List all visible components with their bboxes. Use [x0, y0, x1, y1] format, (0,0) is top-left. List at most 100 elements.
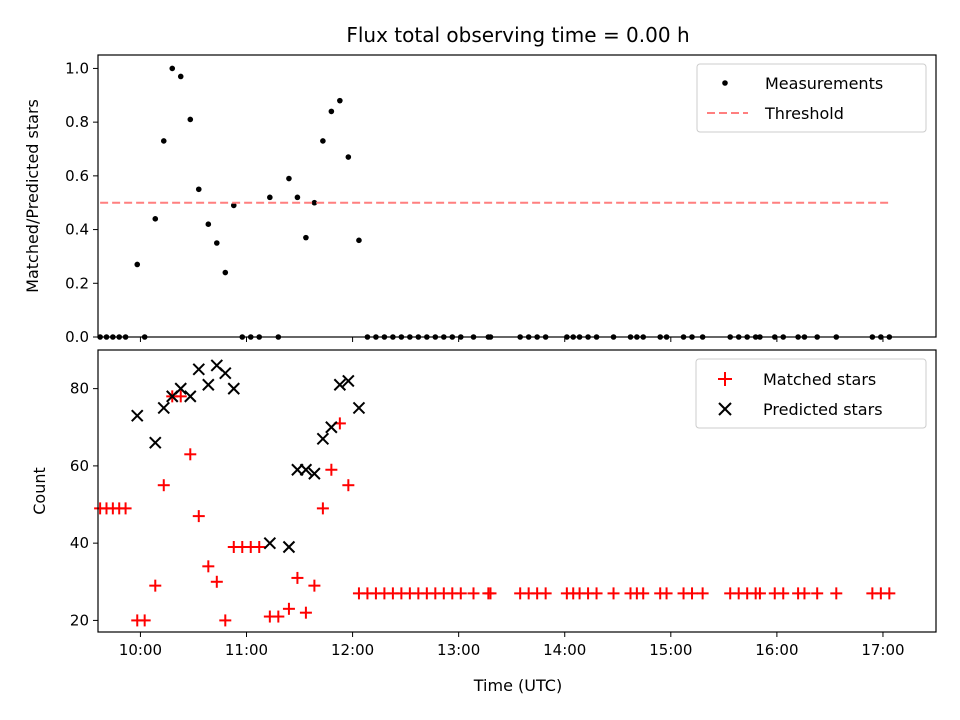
- predicted-star-point: [333, 378, 347, 391]
- measurement-point: [337, 97, 343, 104]
- x-axis-label: Time (UTC): [473, 676, 562, 695]
- legend-matched-label: Matched stars: [763, 370, 876, 389]
- matched-star-point: [138, 614, 151, 627]
- y-tick-label: 0.0: [65, 328, 89, 346]
- measurement-point: [160, 138, 167, 144]
- y-tick-label: 40: [70, 534, 89, 552]
- measurement-point: [177, 73, 184, 80]
- measurement-point: [195, 186, 202, 193]
- y-tick-label: 0.6: [65, 167, 89, 185]
- y-tick-label: 0.8: [65, 113, 89, 131]
- measurement-point: [286, 175, 292, 182]
- top-chart-title: Flux total observing time = 0.00 h: [346, 23, 689, 47]
- matched-star-point: [342, 479, 355, 492]
- matched-star-point: [325, 463, 338, 476]
- matched-star-point: [184, 448, 197, 461]
- matched-star-point: [299, 606, 312, 619]
- matched-star-point: [883, 587, 896, 600]
- x-tick-label: 11:00: [225, 641, 268, 659]
- predicted-star-point: [157, 401, 170, 415]
- predicted-star-point: [342, 374, 355, 388]
- predicted-star-point: [352, 401, 366, 415]
- matched-star-point: [202, 560, 215, 573]
- matched-star-point: [467, 587, 480, 600]
- matched-star-point: [149, 579, 162, 592]
- measurement-point: [205, 221, 212, 227]
- bottom-panel-marks: [94, 359, 896, 627]
- bottom-legend-box: [695, 358, 927, 429]
- matched-star-point: [282, 602, 295, 615]
- matched-star-point: [590, 587, 603, 600]
- x-tick-label: 10:00: [119, 641, 162, 659]
- matched-star-point: [607, 587, 620, 600]
- matched-star-point: [192, 510, 205, 523]
- x-tick-label: 16:00: [755, 641, 798, 659]
- matched-star-point: [291, 571, 304, 584]
- top-legend-box: [696, 63, 927, 133]
- y-tick-label: 1.0: [65, 59, 89, 77]
- matched-star-point: [539, 587, 552, 600]
- measurement-point: [214, 240, 220, 246]
- measurement-point: [294, 194, 301, 201]
- matched-star-point: [484, 587, 497, 600]
- measurement-point: [134, 261, 141, 268]
- y-tick-label: 20: [70, 611, 89, 629]
- measurement-point: [230, 202, 237, 209]
- matched-star-point: [753, 587, 766, 600]
- matched-star-point: [119, 502, 132, 515]
- matched-star-point: [811, 587, 824, 600]
- top-panel: 0.0 0.2 0.4 0.6 0.8 1.0 Matched/Predicted sta…: [23, 54, 937, 346]
- predicted-star-point: [184, 390, 197, 403]
- predicted-star-point: [316, 432, 330, 446]
- x-tick-label: 15:00: [649, 641, 692, 659]
- x-tick-label: 14:00: [543, 641, 586, 659]
- matched-star-point: [308, 579, 321, 592]
- legend-predicted-label: Predicted stars: [763, 400, 883, 419]
- legend-measurements-marker: [722, 80, 728, 86]
- predicted-star-point: [131, 409, 144, 422]
- y-tick-label: 80: [70, 380, 89, 398]
- predicted-star-point: [202, 378, 215, 391]
- matched-star-point: [272, 610, 285, 623]
- top-y-axis-label: Matched/Predicted stars: [23, 99, 42, 293]
- measurement-point: [356, 237, 362, 244]
- measurement-point: [222, 269, 229, 276]
- bottom-plot-frame: [97, 349, 937, 633]
- matched-star-point: [210, 575, 223, 588]
- y-tick-label: 60: [70, 457, 89, 475]
- legend-predicted-marker: [718, 402, 732, 416]
- predicted-star-point: [192, 363, 205, 376]
- x-tick-label: 17:00: [861, 641, 904, 659]
- measurement-point: [328, 108, 335, 115]
- matched-star-point: [316, 502, 329, 515]
- x-tick-label: 13:00: [437, 641, 480, 659]
- top-plot-frame: [97, 54, 937, 338]
- legend-measurements-label: Measurements: [765, 74, 883, 93]
- top-panel-y-ticks: 0.0 0.2 0.4 0.6 0.8 1.0: [65, 59, 98, 346]
- matched-star-point: [219, 614, 232, 627]
- measurement-point: [187, 116, 194, 123]
- matched-star-point: [777, 587, 790, 600]
- predicted-star-point: [299, 463, 313, 476]
- measurement-point: [320, 138, 326, 144]
- measurement-point: [152, 216, 159, 222]
- measurement-point: [303, 234, 309, 241]
- x-tick-label: 12:00: [331, 641, 374, 659]
- predicted-star-point: [263, 536, 277, 550]
- top-legend: Measurements Threshold: [696, 63, 927, 133]
- matched-star-point: [798, 587, 811, 600]
- matched-star-point: [637, 587, 650, 600]
- legend-matched-marker: [718, 372, 732, 386]
- bottom-panel-x-ticks: 10:00 11:00 12:00 13:00 14:00 15:00 16:00 17:00: [119, 632, 905, 659]
- predicted-star-point: [325, 421, 338, 434]
- legend-threshold-label: Threshold: [764, 104, 844, 123]
- y-tick-label: 0.2: [65, 274, 89, 292]
- measurement-point: [169, 65, 176, 72]
- predicted-star-point: [227, 382, 240, 395]
- matched-star-point: [454, 587, 467, 600]
- matched-star-point: [696, 587, 709, 600]
- predicted-star-point: [282, 540, 296, 554]
- matched-star-point: [157, 479, 170, 492]
- matched-star-point: [174, 390, 187, 403]
